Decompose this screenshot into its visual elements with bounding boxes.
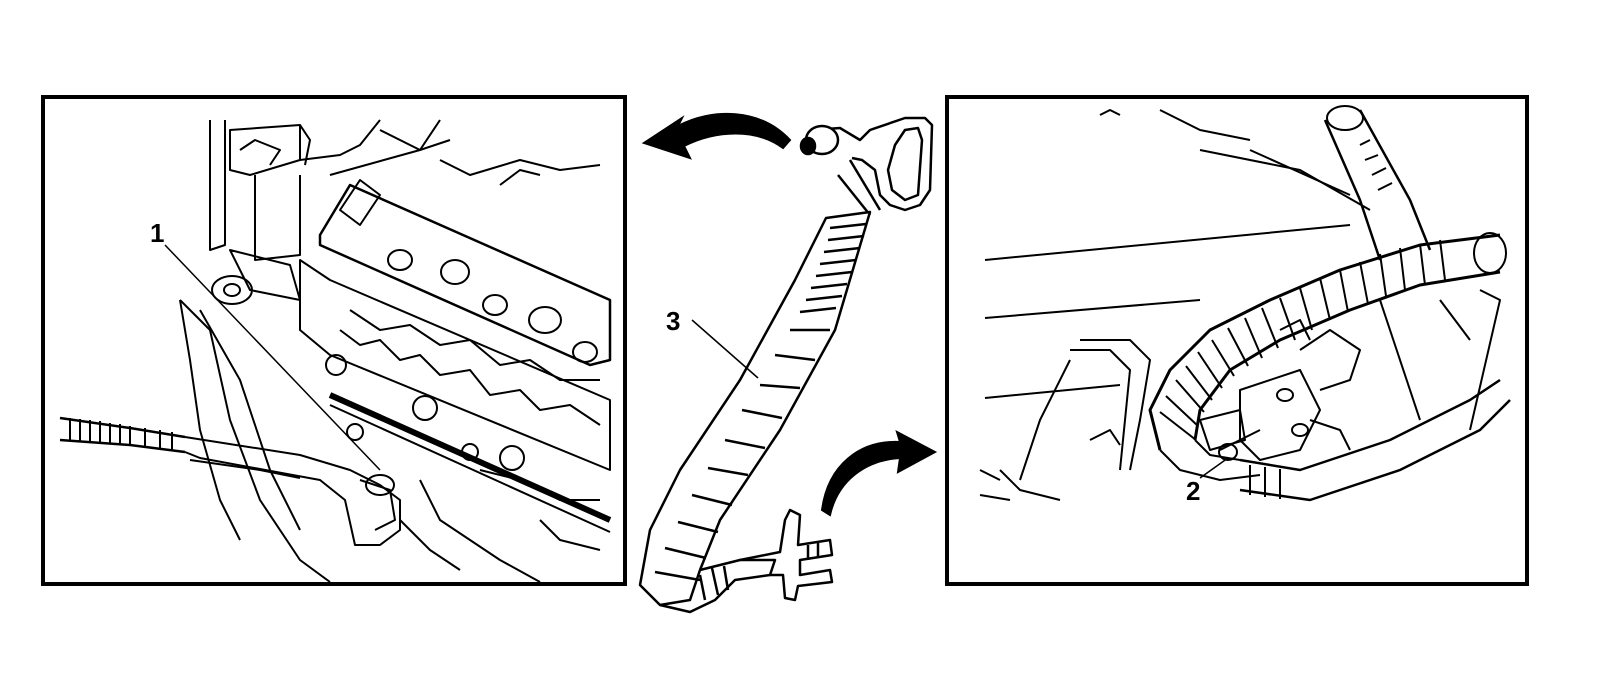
right-panel: 2 (945, 95, 1529, 586)
callout-2: 2 (1186, 476, 1200, 506)
curved-arrow-left-icon (641, 112, 792, 160)
callout-3: 3 (666, 306, 680, 336)
top-fitting (802, 116, 934, 212)
body-drawing (979, 105, 1511, 502)
right-panel-frame (945, 95, 1529, 586)
engine-drawing (59, 119, 612, 582)
bottom-fitting (739, 508, 834, 602)
left-panel: 1 (41, 95, 627, 586)
callout-1: 1 (150, 218, 164, 248)
hose-body (638, 210, 872, 607)
curved-arrow-right-icon (820, 430, 938, 517)
left-panel-frame (41, 95, 627, 586)
center-hose-assembly (638, 116, 934, 614)
